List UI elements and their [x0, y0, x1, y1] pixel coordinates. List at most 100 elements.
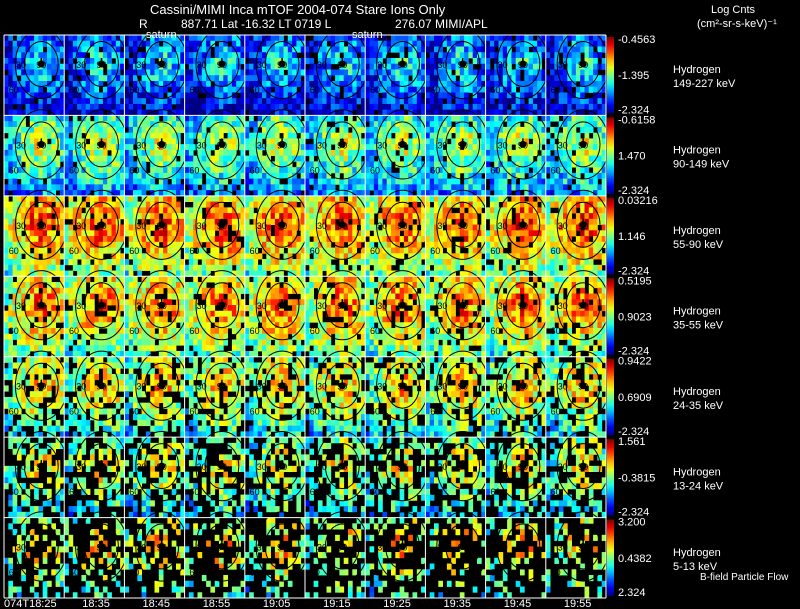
heatmap-pixel	[197, 115, 203, 122]
heatmap-pixel	[270, 98, 276, 105]
heatmap-pixel	[446, 92, 452, 99]
heatmap-pixel	[468, 63, 474, 70]
heatmap-pixel	[339, 190, 345, 197]
heatmap-pixel	[42, 253, 48, 260]
heatmap-pixel	[188, 178, 194, 185]
heatmap-pixel	[16, 195, 22, 202]
heatmap-pixel	[412, 144, 418, 151]
heatmap-pixel	[29, 109, 35, 116]
heatmap-pixel	[369, 86, 375, 93]
heatmap-pixel	[98, 201, 104, 208]
heatmap-pixel	[537, 109, 542, 116]
heatmap-pixel	[231, 178, 237, 185]
heatmap-pixel	[85, 224, 91, 231]
heatmap-pixel	[171, 172, 177, 180]
heatmap-pixel	[588, 138, 594, 145]
heatmap-pixel	[322, 241, 327, 248]
heatmap-pixel	[580, 69, 585, 76]
heatmap-pixel	[94, 144, 99, 151]
heatmap-pixel	[244, 172, 250, 180]
heatmap-pixel	[176, 253, 181, 260]
heatmap-pixel	[511, 138, 517, 145]
heatmap-pixel	[115, 98, 121, 105]
heatmap-pixel	[270, 178, 276, 185]
heatmap-pixel	[416, 190, 422, 197]
heatmap-pixel	[77, 161, 82, 168]
heatmap-pixel	[90, 144, 95, 151]
heatmap-pixel	[386, 121, 392, 128]
heatmap-pixel	[468, 75, 474, 82]
heatmap-pixel	[309, 155, 314, 162]
heatmap-pixel	[262, 75, 267, 82]
heatmap-pixel	[270, 236, 276, 243]
heatmap-pixel	[472, 69, 478, 76]
heatmap-pixel	[541, 109, 547, 116]
heatmap-pixel	[206, 218, 211, 225]
heatmap-pixel	[64, 172, 69, 180]
angle-label: 30	[136, 221, 146, 231]
heatmap-pixel	[550, 86, 555, 93]
heatmap-pixel	[287, 190, 293, 197]
heatmap-pixel	[64, 35, 69, 42]
heatmap-pixel	[326, 69, 332, 76]
angle-label: 30	[197, 221, 207, 231]
heatmap-pixel	[266, 201, 271, 208]
heatmap-pixel	[300, 259, 306, 266]
heatmap-pixel	[451, 184, 456, 191]
heatmap-pixel	[4, 80, 9, 88]
heatmap-pixel	[72, 155, 78, 162]
angle-circle-60	[23, 41, 59, 87]
heatmap-pixel	[25, 35, 31, 42]
heatmap-pixel	[51, 149, 56, 157]
heatmap-pixel	[571, 190, 577, 197]
heatmap-pixel	[231, 241, 237, 248]
heatmap-pixel	[206, 190, 211, 197]
heatmap-pixel	[330, 52, 336, 59]
heatmap-pixel	[283, 92, 289, 99]
heatmap-pixel	[330, 80, 336, 88]
heatmap-pixel	[580, 161, 585, 168]
heatmap-pixel	[244, 241, 250, 248]
heatmap-pixel	[231, 155, 237, 162]
saturn-marker	[278, 140, 286, 148]
heatmap-pixel	[369, 236, 375, 243]
heatmap-pixel	[511, 161, 517, 168]
heatmap-pixel	[335, 35, 340, 42]
heatmap-pixel	[580, 46, 585, 53]
heatmap-pixel	[167, 75, 173, 82]
heatmap-pixel	[369, 52, 375, 59]
heatmap-pixel	[477, 190, 482, 197]
heatmap-pixel	[292, 224, 297, 231]
heatmap-pixel	[287, 86, 293, 93]
angle-label: 60	[69, 165, 79, 175]
heatmap-pixel	[421, 109, 426, 116]
heatmap-pixel	[236, 46, 241, 53]
heatmap-pixel	[12, 270, 18, 277]
heatmap-pixel	[72, 138, 78, 145]
heatmap-pixel	[193, 178, 198, 185]
heatmap-pixel	[133, 161, 138, 168]
heatmap-pixel	[330, 230, 336, 237]
heatmap-pixel	[227, 184, 233, 191]
heatmap-pixel	[554, 92, 560, 99]
heatmap-pixel	[524, 46, 529, 53]
heatmap-pixel	[8, 69, 13, 76]
heatmap-pixel	[8, 35, 13, 42]
heatmap-pixel	[588, 172, 594, 180]
heatmap-pixel	[257, 207, 263, 214]
heatmap-pixel	[386, 103, 392, 111]
heatmap-pixel	[244, 121, 250, 128]
heatmap-pixel	[468, 178, 474, 185]
heatmap-pixel	[365, 69, 370, 76]
heatmap-pixel	[601, 115, 607, 122]
heatmap-pixel	[597, 184, 603, 191]
heatmap-pixel	[391, 207, 396, 214]
heatmap-pixel	[197, 218, 203, 225]
heatmap-pixel	[176, 132, 181, 139]
heatmap-pixel	[360, 224, 366, 231]
heatmap-pixel	[343, 46, 349, 53]
heatmap-pixel	[584, 98, 590, 105]
heatmap-pixel	[197, 63, 203, 70]
